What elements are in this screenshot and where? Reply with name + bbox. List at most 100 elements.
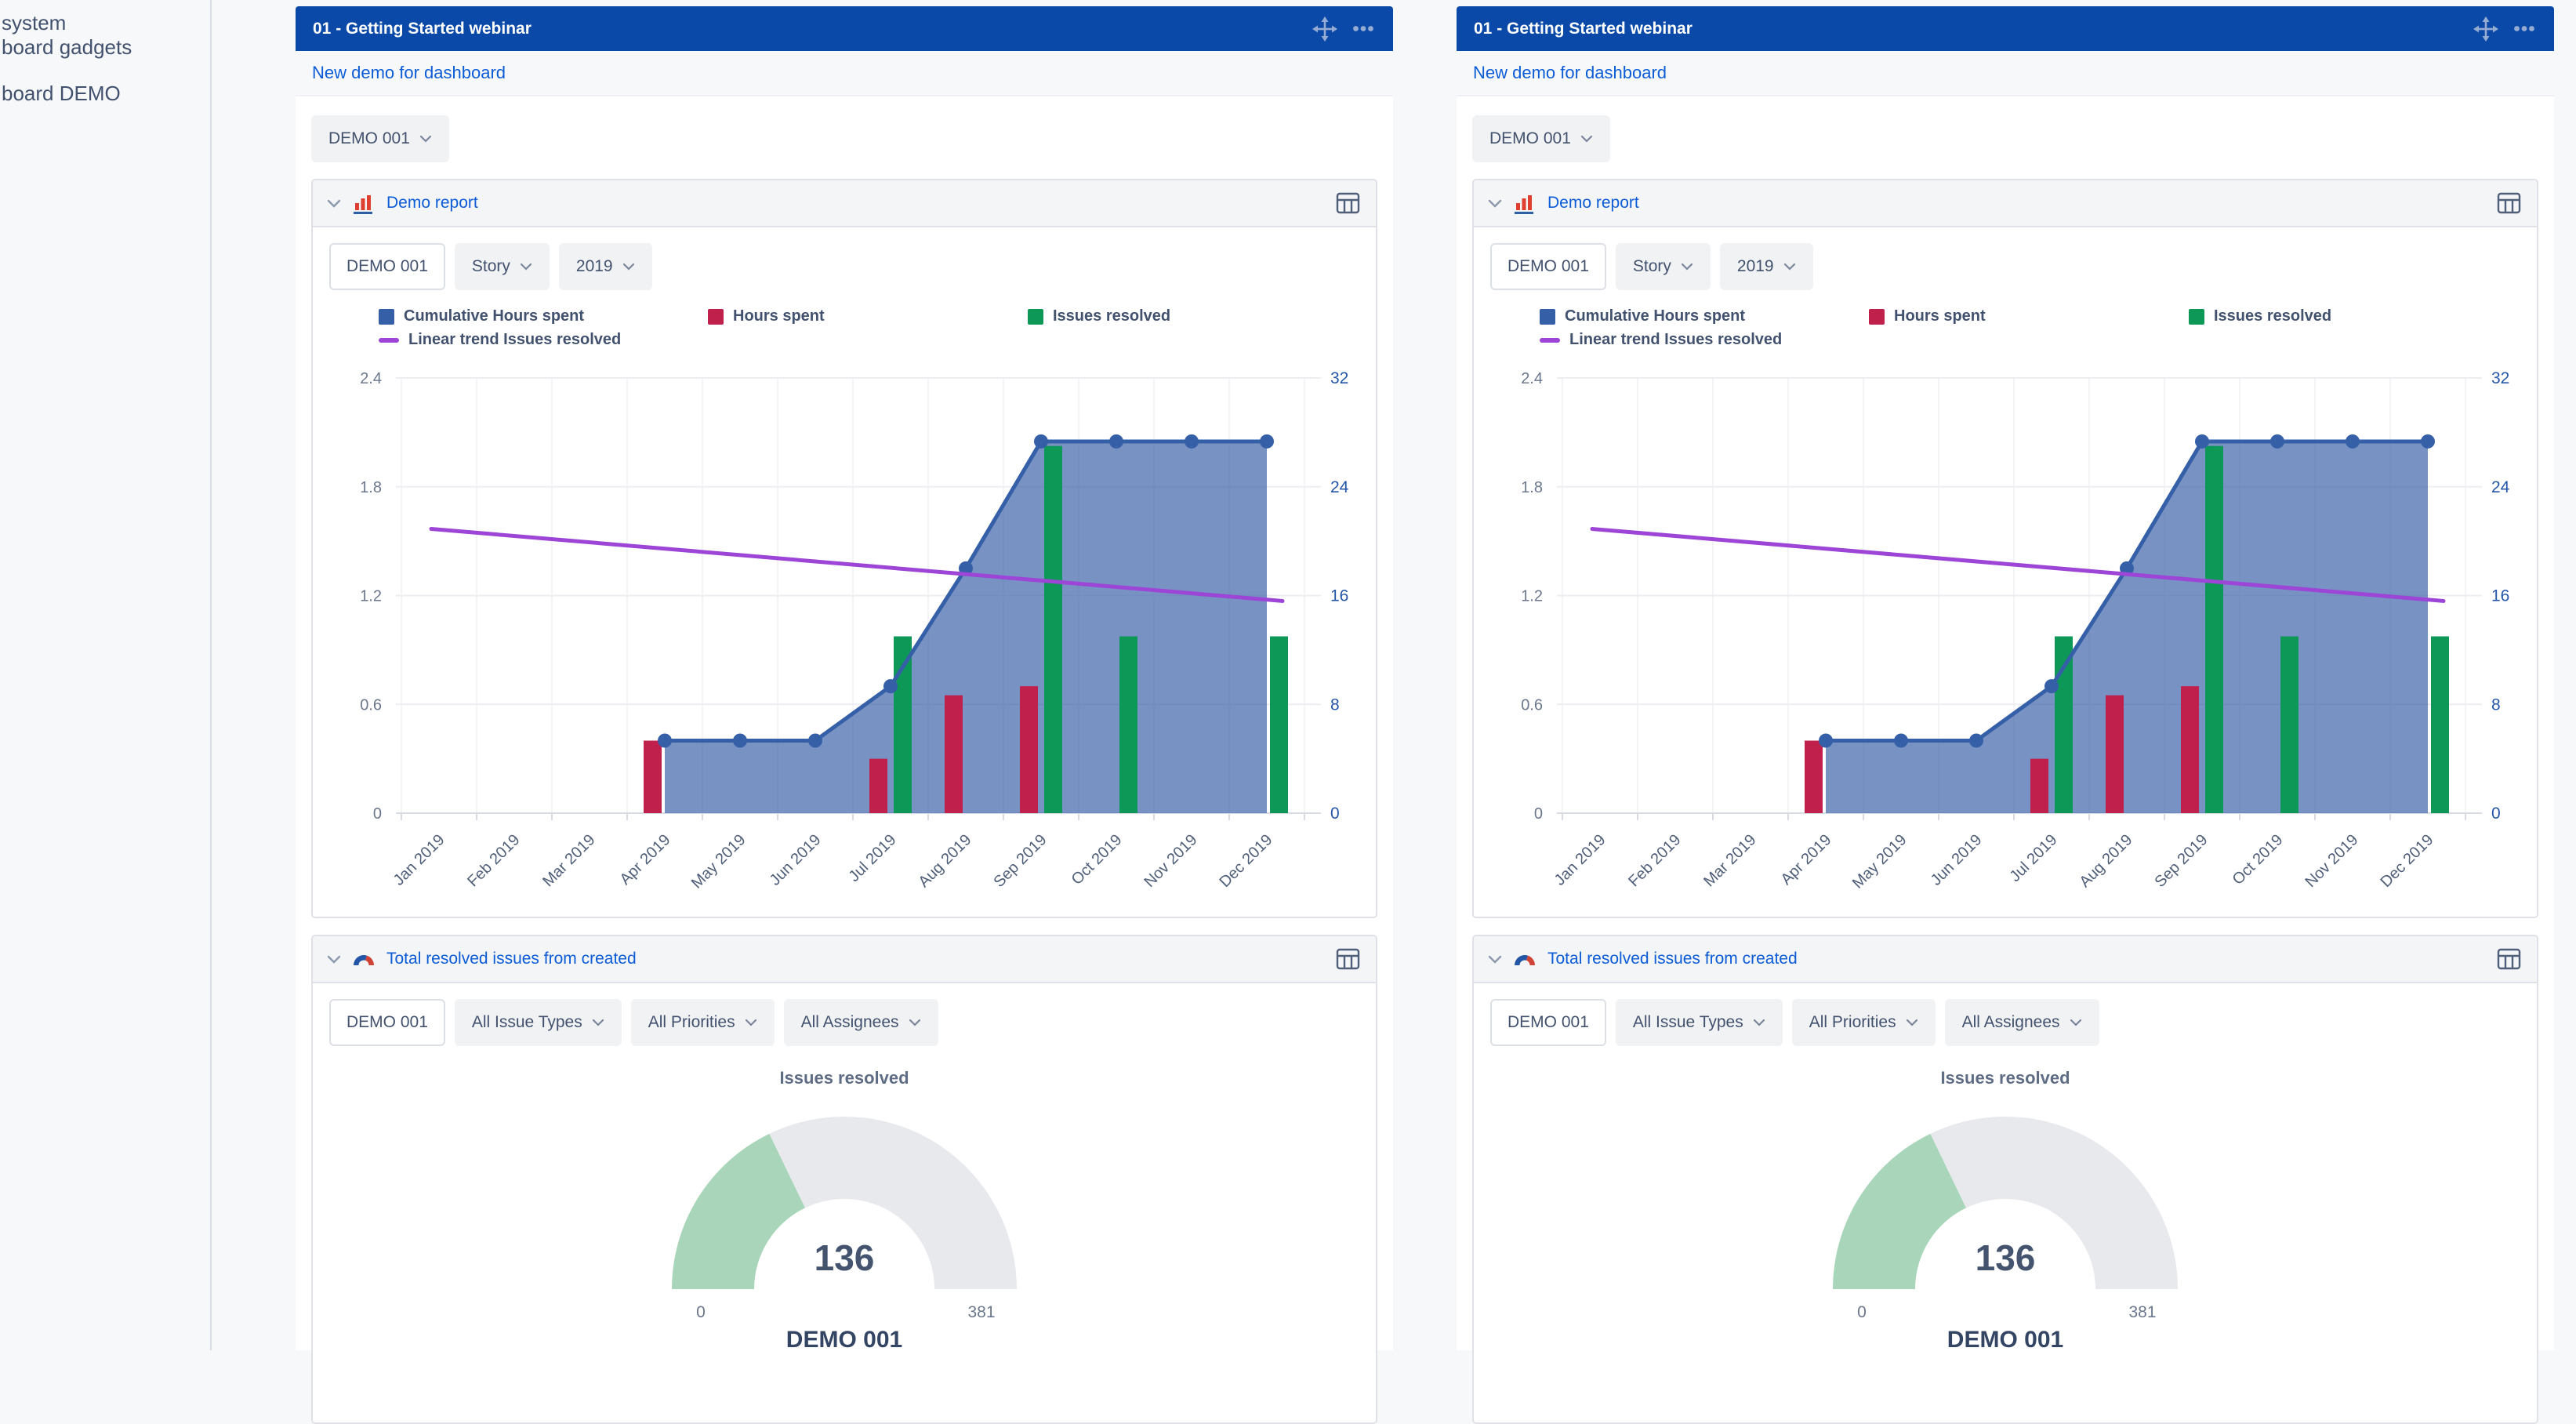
x-axis-label: Dec 2019: [1216, 831, 1275, 891]
more-icon[interactable]: [1352, 25, 1374, 32]
gadget-report-title[interactable]: Demo report: [1547, 194, 1639, 212]
cumulative-marker[interactable]: [1969, 733, 1983, 748]
legend-item[interactable]: Linear trend Issues resolved: [379, 331, 621, 349]
filter-assignees[interactable]: All Assignees: [783, 999, 938, 1046]
bar-chart-icon: [1513, 191, 1537, 215]
gadget-titlebar[interactable]: 01 - Getting Started webinar: [1457, 6, 2554, 51]
collapse-chevron-icon[interactable]: [1488, 199, 1502, 208]
filter-issue-types[interactable]: All Issue Types: [454, 999, 622, 1046]
gadget-gauge-title[interactable]: Total resolved issues from created: [1547, 950, 1798, 968]
issues-resolved-gauge[interactable]: 136 0 381: [1731, 1092, 2280, 1335]
cumulative-marker[interactable]: [2120, 561, 2134, 576]
gauge-value: 136: [815, 1237, 875, 1278]
sidebar-item-system[interactable]: system: [2, 11, 67, 35]
gadget-body: DEMO 001 All Issue Types All Priorities …: [1474, 999, 2537, 1353]
hours-spent-bar[interactable]: [2030, 758, 2048, 813]
cumulative-marker[interactable]: [2421, 434, 2435, 449]
filter-priorities[interactable]: All Priorities: [630, 999, 775, 1046]
issues-resolved-bar[interactable]: [1119, 636, 1137, 813]
cumulative-marker[interactable]: [1819, 733, 1833, 748]
cumulative-marker[interactable]: [959, 561, 973, 576]
legend-item[interactable]: Issues resolved: [2189, 307, 2331, 325]
hours-spent-bar[interactable]: [1805, 740, 1823, 814]
gadget-header: Demo report: [1474, 180, 2537, 227]
cumulative-marker[interactable]: [1185, 434, 1199, 449]
issues-resolved-gauge[interactable]: 136 0 381: [570, 1092, 1119, 1335]
sidebar-item-board-gadgets[interactable]: board gadgets: [2, 35, 132, 59]
right-axis-tick: 32: [2491, 369, 2509, 387]
legend-item[interactable]: Linear trend Issues resolved: [1540, 331, 1782, 349]
cumulative-marker[interactable]: [2044, 679, 2059, 694]
collapse-chevron-icon[interactable]: [327, 955, 341, 964]
gadget-report-title[interactable]: Demo report: [386, 194, 478, 212]
cumulative-marker[interactable]: [2195, 434, 2209, 449]
legend-item[interactable]: Issues resolved: [1028, 307, 1170, 325]
cumulative-marker[interactable]: [1260, 434, 1274, 449]
more-icon[interactable]: [2513, 25, 2535, 32]
cumulative-marker[interactable]: [733, 733, 747, 748]
left-axis-tick: 1.8: [360, 479, 382, 496]
filter-issue-type[interactable]: Story: [1615, 243, 1711, 290]
collapse-chevron-icon[interactable]: [1488, 955, 1502, 964]
issues-resolved-bar[interactable]: [2205, 445, 2223, 813]
cumulative-marker[interactable]: [2270, 434, 2284, 449]
cumulative-marker[interactable]: [2346, 434, 2360, 449]
project-selector[interactable]: DEMO 001: [1472, 115, 1610, 162]
filter-project[interactable]: DEMO 001: [329, 999, 445, 1046]
filter-priorities[interactable]: All Priorities: [1791, 999, 1936, 1046]
filter-assignees[interactable]: All Assignees: [1944, 999, 2099, 1046]
hours-spent-bar[interactable]: [2181, 686, 2199, 813]
legend-swatch: [1869, 308, 1885, 325]
x-axis-label: Aug 2019: [2076, 831, 2135, 891]
issues-resolved-bar[interactable]: [1270, 636, 1288, 813]
filter-year[interactable]: 2019: [1719, 243, 1813, 290]
table-view-icon[interactable]: [1336, 948, 1360, 970]
issues-resolved-bar[interactable]: [2280, 636, 2298, 813]
filter-issue-type[interactable]: Story: [454, 243, 550, 290]
hours-spent-bar[interactable]: [644, 740, 662, 814]
filter-issue-types[interactable]: All Issue Types: [1615, 999, 1783, 1046]
table-view-icon[interactable]: [1336, 192, 1360, 214]
cumulative-marker[interactable]: [1109, 434, 1123, 449]
hours-spent-bar[interactable]: [1020, 686, 1038, 813]
filter-project[interactable]: DEMO 001: [1490, 243, 1606, 290]
demo-report-chart[interactable]: 0 0.6 1.2 1.8 2.4 0 8 16 24 32 Jan 2019 Feb 2019 Mar…: [1502, 356, 2521, 917]
dashboard-link[interactable]: New demo for dashboard: [312, 63, 506, 82]
x-axis-label: Oct 2019: [2230, 831, 2287, 888]
cumulative-marker[interactable]: [808, 733, 822, 748]
filter-year[interactable]: 2019: [558, 243, 652, 290]
project-selector[interactable]: DEMO 001: [311, 115, 449, 162]
demo-report-chart[interactable]: 0 0.6 1.2 1.8 2.4 0 8 16 24 32 Jan 2019 Feb 2019 Mar…: [341, 356, 1360, 917]
cumulative-marker[interactable]: [1894, 733, 1908, 748]
x-axis-label: Oct 2019: [1068, 831, 1126, 888]
cumulative-marker[interactable]: [658, 733, 672, 748]
move-icon[interactable]: [2473, 16, 2499, 42]
issues-resolved-bar[interactable]: [894, 636, 912, 813]
issues-resolved-bar[interactable]: [2431, 636, 2449, 813]
hours-spent-bar[interactable]: [945, 695, 963, 813]
table-view-icon[interactable]: [2497, 948, 2521, 970]
hours-spent-bar[interactable]: [869, 758, 887, 813]
legend-item[interactable]: Cumulative Hours spent: [1540, 307, 1745, 325]
legend-label: Cumulative Hours spent: [1565, 307, 1746, 325]
move-icon[interactable]: [1312, 16, 1338, 42]
gadget-total-resolved: Total resolved issues from created DEMO …: [311, 935, 1377, 1424]
sidebar-item-board-demo[interactable]: board DEMO: [2, 82, 121, 105]
issues-resolved-bar[interactable]: [1044, 445, 1062, 813]
left-axis-tick: 1.8: [1521, 479, 1543, 496]
chevron-down-icon: [419, 135, 432, 143]
legend-item[interactable]: Cumulative Hours spent: [379, 307, 584, 325]
collapse-chevron-icon[interactable]: [327, 199, 341, 208]
dashboard-link[interactable]: New demo for dashboard: [1473, 63, 1667, 82]
filter-project[interactable]: DEMO 001: [1490, 999, 1606, 1046]
filter-project[interactable]: DEMO 001: [329, 243, 445, 290]
table-view-icon[interactable]: [2497, 192, 2521, 214]
hours-spent-bar[interactable]: [2106, 695, 2124, 813]
gadget-gauge-title[interactable]: Total resolved issues from created: [386, 950, 637, 968]
issues-resolved-bar[interactable]: [2055, 636, 2073, 813]
gadget-titlebar[interactable]: 01 - Getting Started webinar: [296, 6, 1393, 51]
legend-item[interactable]: Hours spent: [708, 307, 825, 325]
legend-item[interactable]: Hours spent: [1869, 307, 1986, 325]
cumulative-marker[interactable]: [1034, 434, 1048, 449]
cumulative-marker[interactable]: [883, 679, 898, 694]
